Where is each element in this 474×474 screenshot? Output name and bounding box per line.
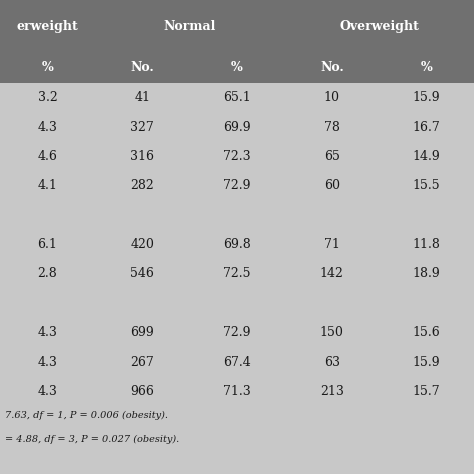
Text: 267: 267 [130, 356, 154, 369]
Text: 4.3: 4.3 [37, 356, 57, 369]
Text: 63: 63 [324, 356, 340, 369]
Text: 65: 65 [324, 150, 340, 163]
Text: 3.2: 3.2 [37, 91, 57, 104]
Text: 15.6: 15.6 [413, 326, 440, 339]
Text: 15.7: 15.7 [413, 385, 440, 398]
Text: erweight: erweight [17, 19, 78, 33]
Text: 60: 60 [324, 179, 340, 192]
Text: 699: 699 [130, 326, 154, 339]
Text: 69.9: 69.9 [223, 120, 251, 134]
Text: 10: 10 [324, 91, 340, 104]
Text: 69.8: 69.8 [223, 238, 251, 251]
Text: 16.7: 16.7 [413, 120, 440, 134]
Text: = 4.88, df = 3, P = 0.027 (obesity).: = 4.88, df = 3, P = 0.027 (obesity). [5, 435, 179, 444]
Text: 966: 966 [130, 385, 154, 398]
FancyBboxPatch shape [0, 52, 474, 83]
Text: 71: 71 [324, 238, 340, 251]
Text: 15.9: 15.9 [413, 91, 440, 104]
Text: 78: 78 [324, 120, 340, 134]
Text: 15.5: 15.5 [413, 179, 440, 192]
Text: 11.8: 11.8 [413, 238, 440, 251]
Text: 150: 150 [320, 326, 344, 339]
Text: No.: No. [130, 61, 154, 74]
Text: 7.63, df = 1, P = 0.006 (obesity).: 7.63, df = 1, P = 0.006 (obesity). [5, 411, 168, 420]
Text: 67.4: 67.4 [223, 356, 251, 369]
Text: 4.6: 4.6 [37, 150, 57, 163]
FancyBboxPatch shape [0, 83, 474, 406]
Text: %: % [421, 61, 432, 74]
Text: No.: No. [320, 61, 344, 74]
Text: 2.8: 2.8 [37, 267, 57, 281]
Text: 41: 41 [134, 91, 150, 104]
Text: 282: 282 [130, 179, 154, 192]
Text: 14.9: 14.9 [413, 150, 440, 163]
Text: 72.9: 72.9 [223, 326, 251, 339]
Text: Overweight: Overweight [339, 19, 419, 33]
Text: 316: 316 [130, 150, 154, 163]
Text: 72.5: 72.5 [223, 267, 251, 281]
Text: 4.1: 4.1 [37, 179, 57, 192]
Text: 213: 213 [320, 385, 344, 398]
Text: 6.1: 6.1 [37, 238, 57, 251]
Text: 71.3: 71.3 [223, 385, 251, 398]
Text: 142: 142 [320, 267, 344, 281]
Text: 65.1: 65.1 [223, 91, 251, 104]
Text: 420: 420 [130, 238, 154, 251]
Text: 327: 327 [130, 120, 154, 134]
FancyBboxPatch shape [0, 0, 474, 52]
Text: %: % [42, 61, 53, 74]
Text: 4.3: 4.3 [37, 385, 57, 398]
Text: 4.3: 4.3 [37, 326, 57, 339]
Text: %: % [231, 61, 243, 74]
Text: Normal: Normal [164, 19, 216, 33]
Text: 18.9: 18.9 [413, 267, 440, 281]
Text: 72.9: 72.9 [223, 179, 251, 192]
Text: 546: 546 [130, 267, 154, 281]
Text: 15.9: 15.9 [413, 356, 440, 369]
Text: 72.3: 72.3 [223, 150, 251, 163]
Text: 4.3: 4.3 [37, 120, 57, 134]
